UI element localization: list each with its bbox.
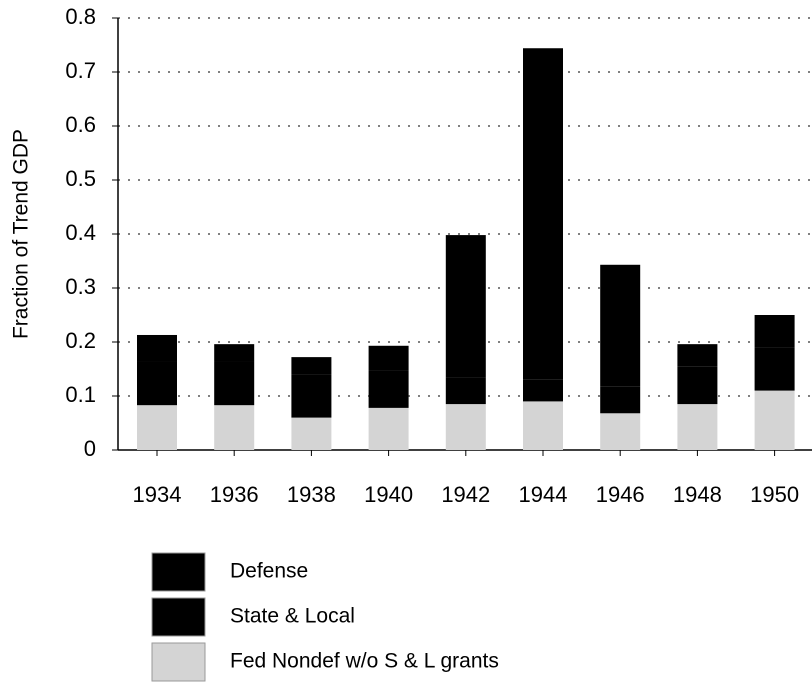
bar-segment — [677, 404, 718, 450]
bar-segment — [368, 370, 409, 408]
y-tick-label: 0 — [84, 436, 96, 461]
legend-label: State & Local — [230, 605, 355, 628]
y-tick-label: 0.5 — [65, 166, 96, 191]
bar-segment — [214, 344, 255, 362]
bar-segment — [445, 377, 486, 405]
legend-label: Defense — [230, 560, 308, 583]
bar-segment — [214, 361, 255, 406]
bar-segment — [291, 417, 332, 450]
bar-segment — [368, 407, 409, 450]
bar-segment — [600, 386, 641, 414]
y-tick-label: 0.1 — [65, 382, 96, 407]
bar-segment — [291, 357, 332, 375]
legend-swatch — [151, 552, 206, 592]
bar-segment — [523, 401, 563, 450]
x-tick-label: 1936 — [210, 482, 259, 507]
bar-segment — [445, 235, 486, 378]
x-tick-label: 1950 — [750, 482, 799, 507]
bar-segment — [523, 379, 563, 402]
bar-segment — [214, 405, 255, 450]
bar-segment — [754, 390, 795, 450]
y-tick-label: 0.2 — [65, 328, 96, 353]
x-tick-label: 1940 — [364, 482, 413, 507]
bar-segment — [600, 413, 641, 450]
y-tick-label: 0.8 — [65, 4, 96, 29]
bar-segment — [677, 344, 718, 367]
y-tick-label: 0.3 — [65, 274, 96, 299]
x-tick-label: 1944 — [519, 482, 568, 507]
y-tick-label: 0.4 — [65, 220, 96, 245]
legend-swatch — [151, 642, 206, 682]
y-tick-label: 0.6 — [65, 112, 96, 137]
x-tick-label: 1942 — [441, 482, 490, 507]
y-tick-label: 0.7 — [65, 58, 96, 83]
bar-segment — [137, 334, 177, 362]
bar-segment — [368, 345, 409, 371]
bar-segment — [445, 404, 486, 450]
x-tick-label: 1934 — [133, 482, 182, 507]
x-tick-label: 1938 — [287, 482, 336, 507]
bar-segment — [600, 264, 641, 387]
bar-segment — [137, 361, 177, 406]
bar-segment — [137, 405, 177, 450]
bar-segment — [754, 315, 795, 348]
x-tick-label: 1946 — [596, 482, 645, 507]
bar-segment — [291, 374, 332, 418]
x-tick-label: 1948 — [673, 482, 722, 507]
y-axis-label: Fraction of Trend GDP — [10, 129, 33, 339]
legend-label: Fed Nondef w/o S & L grants — [230, 650, 499, 673]
bar-segment — [523, 48, 563, 380]
legend-swatch — [151, 597, 206, 637]
bar-segment — [677, 366, 718, 405]
bar-segment — [754, 347, 795, 391]
